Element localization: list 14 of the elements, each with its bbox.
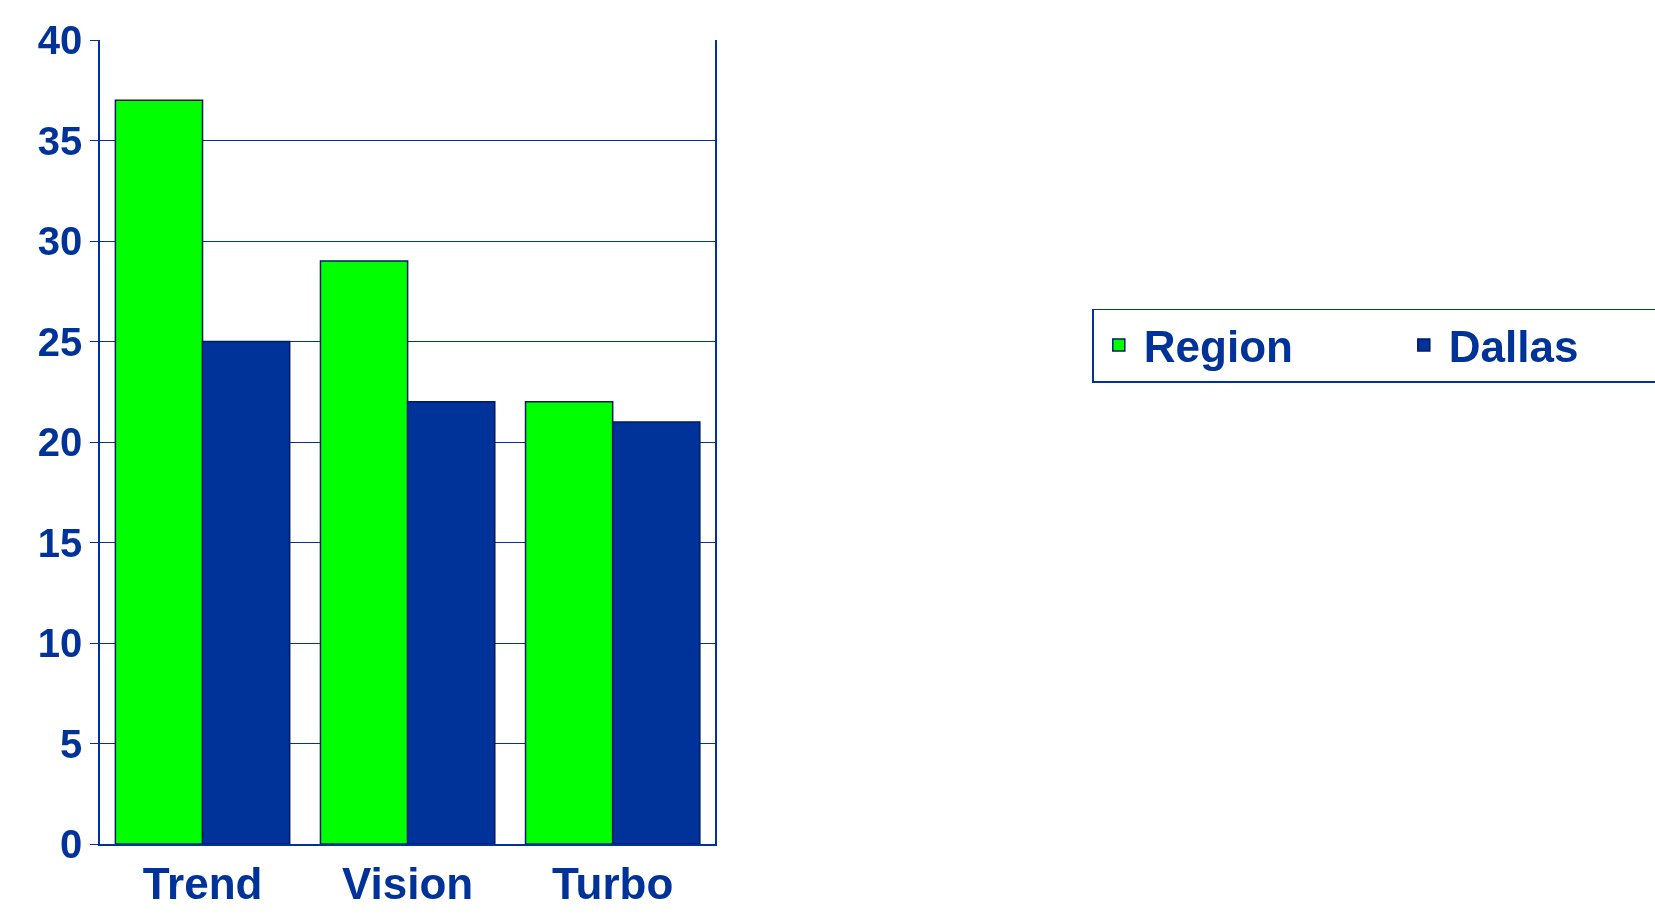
x-tick-label: Vision: [341, 858, 474, 908]
y-tick-label: 15: [37, 520, 83, 565]
y-tick-label: 0: [60, 822, 83, 866]
y-tick-label: 10: [37, 621, 83, 665]
x-tick-label: Trend: [142, 858, 263, 908]
x-tick-label: Turbo: [552, 858, 674, 908]
y-tick-label: 30: [37, 219, 83, 263]
y-tick-label: 20: [37, 420, 83, 464]
y-tick-label: 35: [37, 118, 83, 163]
y-tick-label: 40: [37, 18, 83, 62]
y-tick-label: 5: [60, 721, 83, 766]
y-tick-label: 25: [37, 319, 83, 364]
legend-label: Region: [1143, 322, 1293, 372]
legend-label: Dallas: [1448, 322, 1579, 372]
